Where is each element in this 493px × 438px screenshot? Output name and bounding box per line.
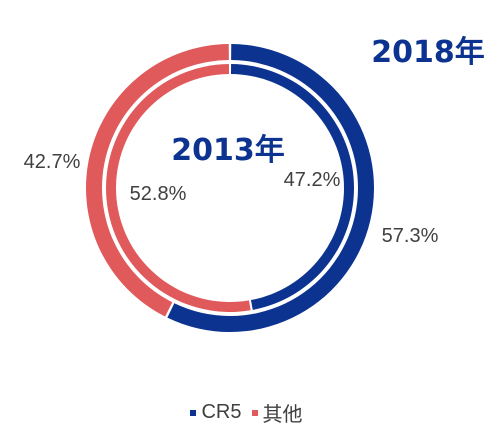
data-label-2018-other: 42.7%	[24, 151, 81, 173]
legend-item-other: 其他	[251, 398, 303, 427]
legend-item-cr5: CR5	[190, 401, 242, 424]
slice-2018-other	[85, 44, 229, 317]
legend-label-other: 其他	[262, 404, 303, 426]
slice-2018-cr5	[167, 44, 374, 332]
legend-swatch-cr5	[190, 409, 197, 416]
data-label-2013-other: 52.8%	[130, 183, 187, 205]
data-label-2018-cr5: 57.3%	[382, 225, 439, 247]
legend: CR5 其他	[0, 398, 493, 427]
chart-title-2018: 2018年	[371, 35, 485, 70]
legend-label-cr5: CR5	[201, 401, 242, 423]
legend-swatch-other	[251, 409, 258, 416]
chart-title-2013: 2013年	[171, 133, 285, 168]
data-label-2013-cr5: 47.2%	[284, 169, 341, 191]
